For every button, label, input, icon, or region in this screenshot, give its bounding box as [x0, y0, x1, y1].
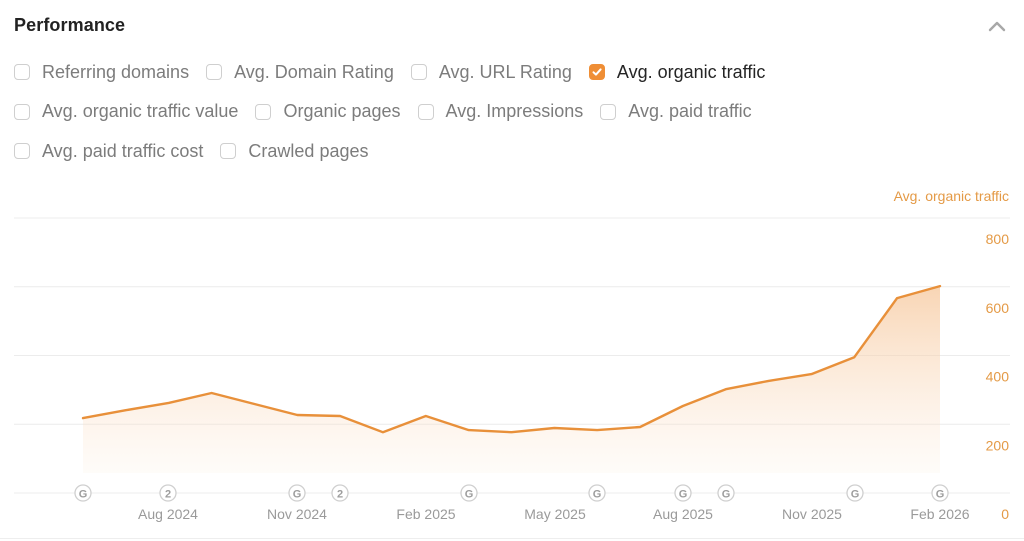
checkbox[interactable]	[600, 103, 617, 120]
checkbox[interactable]	[14, 64, 30, 80]
metric-label: Avg. paid traffic cost	[42, 140, 204, 161]
checkbox[interactable]	[410, 64, 427, 80]
divider	[0, 538, 1024, 539]
svg-text:G: G	[593, 489, 602, 501]
traffic-area-chart[interactable]: 0 200 400 600 800 G 2 G 2 G G G G G G Aug 2024 Nov 202…	[0, 200, 1024, 538]
checkbox[interactable]	[417, 103, 434, 120]
metric-label: Avg. organic traffic value	[42, 101, 239, 121]
y-tick-label: 800	[986, 231, 1010, 247]
google-update-icon[interactable]: G	[460, 484, 478, 502]
metric-avg-impressions[interactable]: Avg. Impressions	[417, 101, 584, 122]
y-tick-label: 400	[986, 369, 1010, 385]
google-update-icon[interactable]: G	[846, 484, 864, 502]
metric-label: Referring domains	[42, 61, 190, 82]
checkmark-icon	[592, 68, 602, 76]
svg-text:G: G	[936, 489, 945, 501]
metric-label: Crawled pages	[248, 140, 369, 161]
y-tick-label: 200	[986, 437, 1010, 453]
x-tick-label: Aug 2024	[138, 506, 198, 522]
checkbox[interactable]	[14, 143, 30, 159]
y-tick-label: 600	[986, 300, 1010, 316]
metric-row: Referring domains Avg. Domain Rating Avg…	[14, 60, 1004, 84]
section-title: Performance	[14, 15, 126, 35]
google-update-icon[interactable]: G	[588, 484, 606, 502]
metric-label: Avg. paid traffic	[628, 101, 752, 121]
metric-label: Organic pages	[283, 101, 401, 121]
y-axis-title: Avg. organic traffic	[893, 188, 1009, 204]
multiple-updates-icon[interactable]: 2	[331, 484, 349, 502]
x-tick-label: Nov 2025	[782, 506, 842, 522]
metric-avg-url-rating[interactable]: Avg. URL Rating	[410, 61, 572, 83]
checkbox[interactable]	[14, 103, 30, 120]
svg-text:G: G	[465, 489, 474, 501]
google-update-icon[interactable]: G	[288, 484, 306, 502]
svg-text:G: G	[293, 489, 302, 501]
series-line[interactable]	[81, 284, 942, 434]
checkbox[interactable]	[255, 103, 272, 120]
metric-organic-pages[interactable]: Organic pages	[255, 101, 401, 122]
area-fill	[83, 286, 940, 473]
metric-avg-organic-traffic[interactable]: Avg. organic traffic	[588, 61, 766, 83]
checkbox[interactable]	[220, 143, 237, 159]
chevron-up-icon	[988, 21, 1006, 32]
svg-text:G: G	[79, 489, 88, 501]
x-tick-label: Feb 2025	[396, 506, 455, 522]
metric-referring-domains[interactable]: Referring domains	[14, 62, 189, 83]
svg-text:2: 2	[165, 489, 171, 501]
metric-label: Avg. Domain Rating	[234, 61, 394, 82]
x-axis-ticks: Aug 2024 Nov 2024 Feb 2025 May 2025 Aug 2025…	[138, 506, 970, 522]
checkbox-checked[interactable]	[588, 64, 605, 80]
y-axis-ticks: 0 200 400 600 800	[986, 231, 1010, 522]
checkbox[interactable]	[206, 64, 223, 80]
google-update-icon[interactable]: G	[74, 484, 92, 502]
metric-row: Avg. paid traffic cost Crawled pages	[14, 139, 1004, 163]
y-tick-label: 0	[1001, 506, 1009, 522]
x-tick-label: May 2025	[524, 506, 586, 522]
metric-crawled-pages[interactable]: Crawled pages	[220, 140, 369, 162]
x-tick-label: Aug 2025	[653, 506, 713, 522]
google-update-icon[interactable]: G	[674, 484, 692, 502]
metric-avg-paid-traffic-cost[interactable]: Avg. paid traffic cost	[14, 141, 203, 162]
svg-text:G: G	[722, 489, 731, 501]
metric-row: Avg. organic traffic value Organic pages…	[14, 100, 1004, 124]
metric-label: Avg. Impressions	[445, 101, 584, 121]
x-tick-label: Nov 2024	[267, 506, 327, 522]
google-update-icon[interactable]: G	[931, 484, 949, 502]
svg-text:G: G	[851, 489, 860, 501]
svg-text:G: G	[679, 489, 688, 501]
x-tick-label: Feb 2026	[910, 506, 969, 522]
metric-label: Avg. URL Rating	[438, 61, 572, 82]
metric-label: Avg. organic traffic	[616, 61, 766, 82]
metric-options: Referring domains Avg. Domain Rating Avg…	[14, 60, 1004, 179]
svg-text:2: 2	[337, 489, 343, 501]
metric-avg-domain-rating[interactable]: Avg. Domain Rating	[206, 62, 394, 83]
metric-avg-paid-traffic[interactable]: Avg. paid traffic	[600, 101, 752, 122]
google-update-icon[interactable]: G	[717, 484, 735, 502]
grid-lines	[14, 217, 1010, 494]
multiple-updates-icon[interactable]: 2	[159, 484, 177, 502]
metric-avg-organic-traffic-value[interactable]: Avg. organic traffic value	[14, 101, 238, 122]
collapse-button[interactable]	[986, 16, 1008, 36]
update-markers: G 2 G 2 G G G G G G	[74, 484, 949, 502]
